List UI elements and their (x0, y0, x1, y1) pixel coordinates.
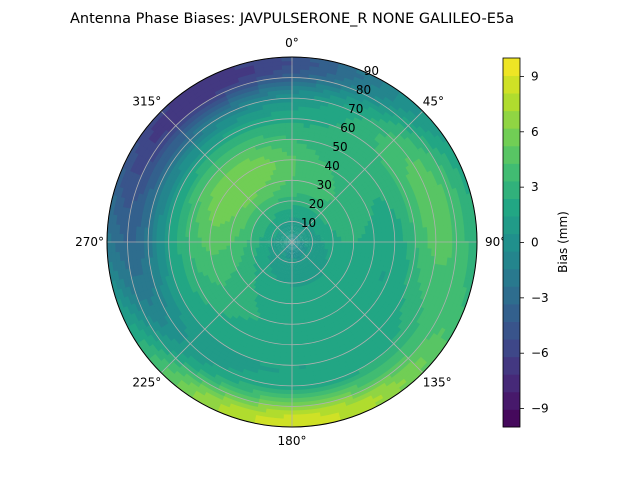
chart-title: Antenna Phase Biases: JAVPULSERONE_R NON… (70, 11, 514, 27)
